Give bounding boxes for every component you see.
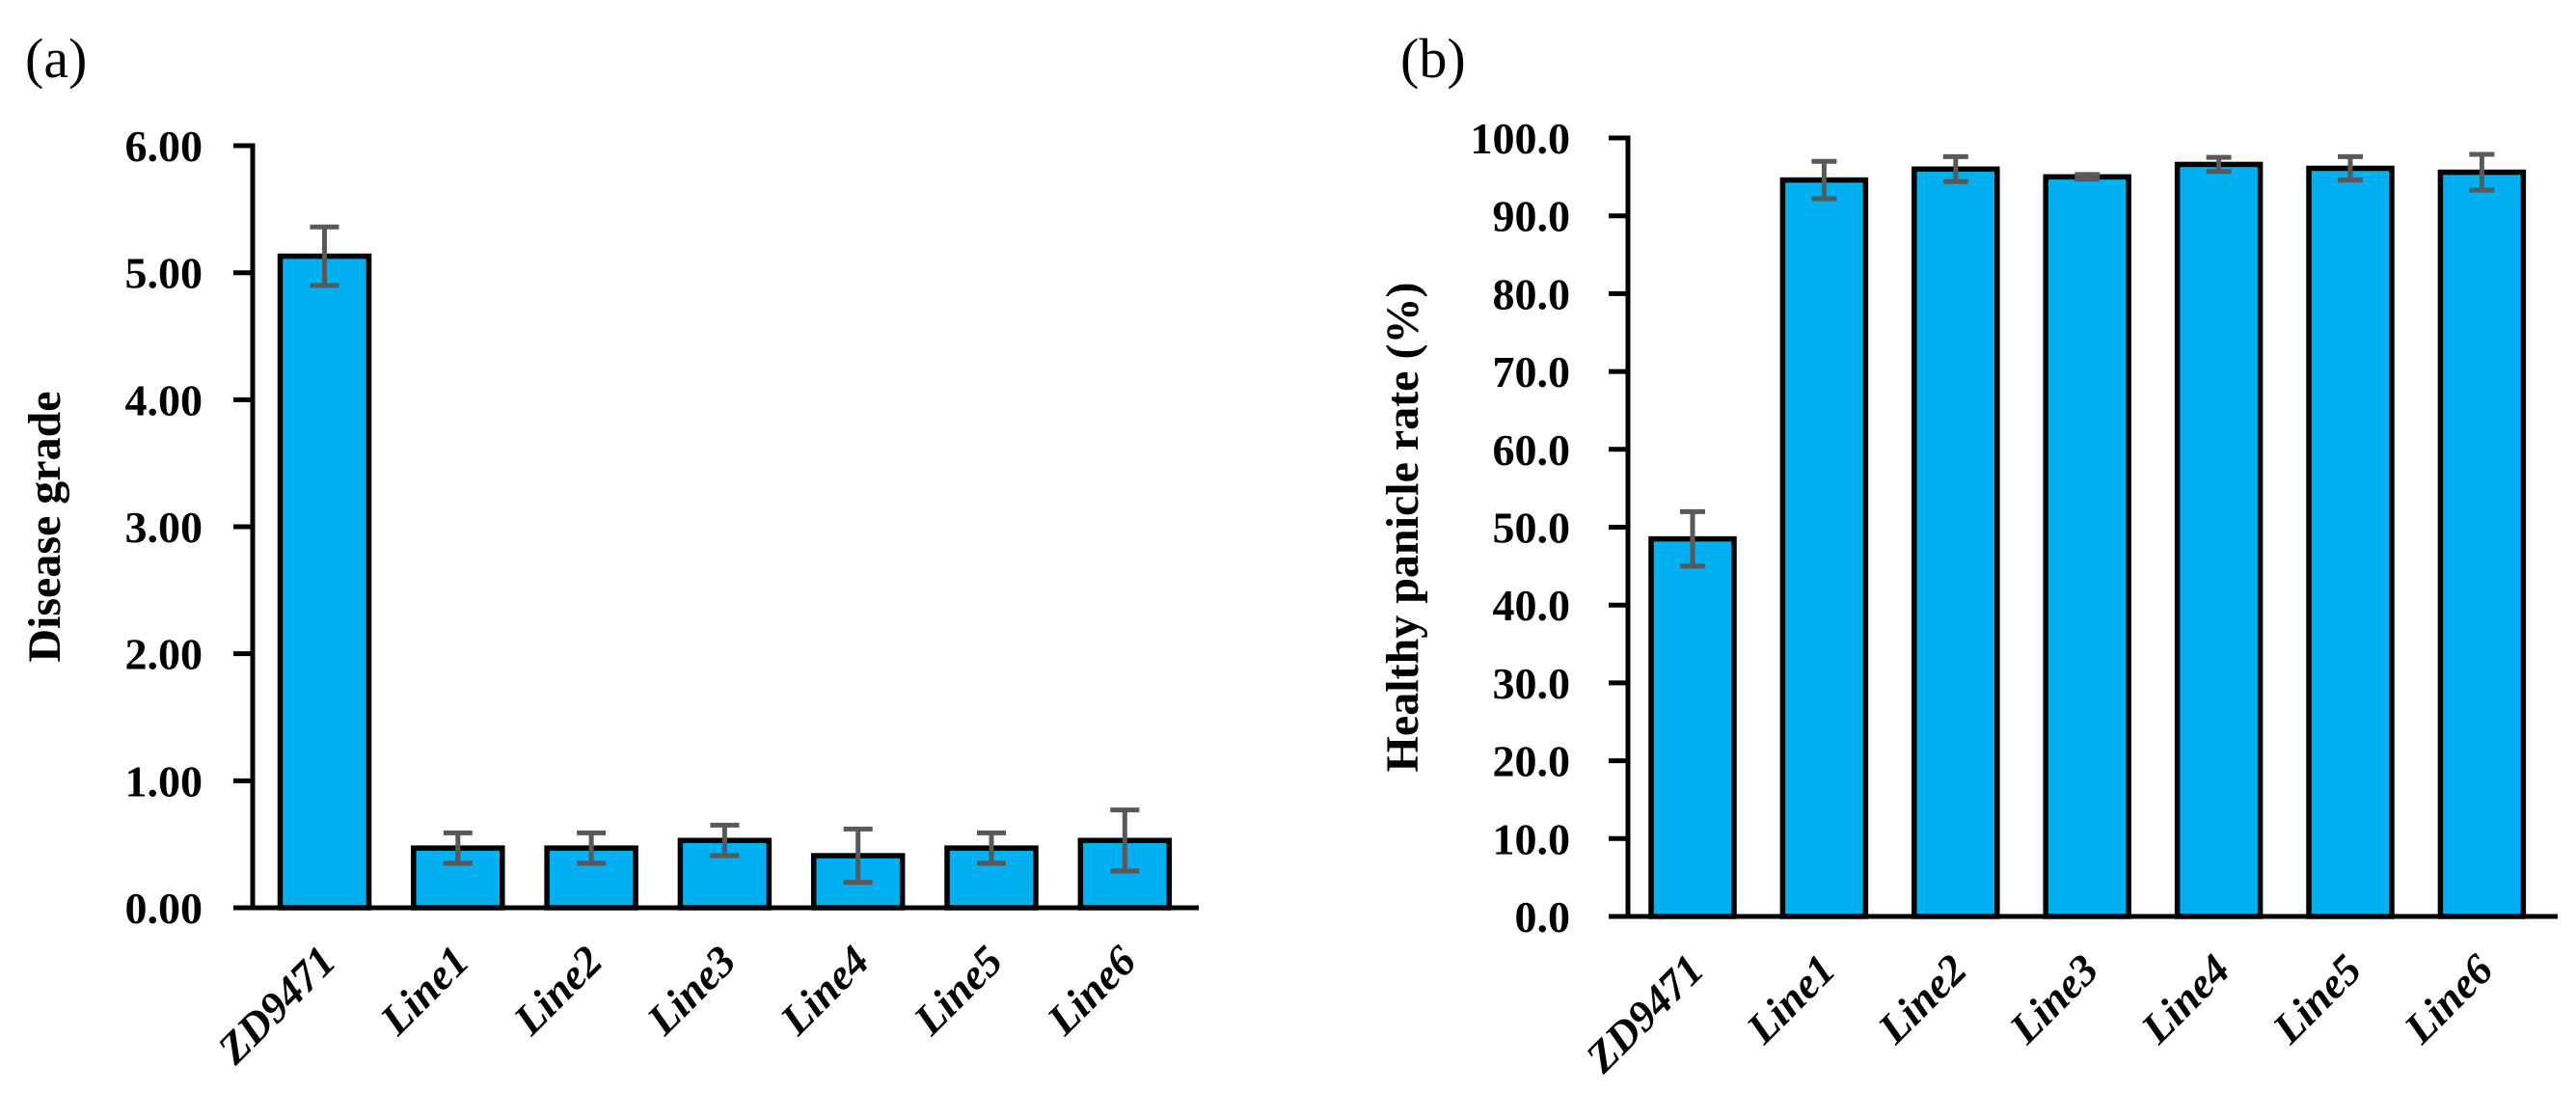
y-tick-label: 5.00 [125,249,203,298]
category-label-Line6: Line6 [1037,936,1145,1044]
category-label-Line4: Line4 [2131,945,2239,1053]
y-tick-label: 4.00 [125,375,203,424]
y-tick-label: 1.00 [125,756,203,806]
y-tick-label: 70.0 [1493,347,1571,396]
category-label-Line3: Line3 [1999,945,2107,1053]
bar-Line6 [2437,169,2527,919]
bar-Line1 [1779,177,1869,919]
y-tick-label: 0.00 [125,884,203,933]
bar-chart-panel: (b) Healthy panicle rate (%) 0.0 10.0 20.0 30… [1377,27,2558,1082]
y-axis-title: Healthy panicle rate (%) [1377,283,1428,773]
y-tick-label: 100.0 [1471,114,1571,163]
bar-Line3 [2043,174,2131,919]
y-tick-label: 6.00 [125,122,203,171]
category-label-Line1: Line1 [370,937,478,1045]
category-label-Line4: Line4 [771,937,879,1045]
y-tick-label: 20.0 [1493,737,1571,786]
y-tick-label: 30.0 [1493,659,1571,708]
y-tick-label: 80.0 [1493,269,1571,318]
bar-chart-panel: (a) Disease grade 0.00 1.00 2.00 3.00 4.00 5.00… [19,27,1199,1074]
category-label-ZD9471: ZD9471 [207,937,344,1074]
y-tick-label: 50.0 [1493,504,1571,553]
bar-Line2 [1912,166,2000,919]
y-tick-label: 3.00 [125,503,203,552]
panel-label: (b) [1400,27,1466,90]
y-tick-label: 10.0 [1493,814,1571,863]
category-label-Line2: Line2 [1868,945,1976,1053]
category-label-Line2: Line2 [503,937,611,1045]
bar-Line4 [2174,161,2264,919]
y-tick-label: 2.00 [125,630,203,679]
y-axis-title: Disease grade [19,391,70,662]
category-label-Line1: Line1 [1736,945,1844,1053]
y-tick-label: 90.0 [1493,192,1571,241]
bar-ZD9471 [1648,535,1737,919]
category-label-Line5: Line5 [904,937,1012,1045]
y-tick-label: 40.0 [1493,581,1571,630]
bar-ZD9471 [277,253,372,911]
y-tick-label: 60.0 [1493,425,1571,475]
category-label-Line5: Line5 [2263,945,2371,1053]
y-tick-label: 0.0 [1515,892,1571,942]
panel-label: (a) [25,27,87,90]
category-label-Line3: Line3 [637,937,745,1045]
category-label-Line6: Line6 [2394,944,2502,1052]
category-label-ZD9471: ZD9471 [1576,945,1713,1082]
bar-Line5 [2306,165,2395,919]
